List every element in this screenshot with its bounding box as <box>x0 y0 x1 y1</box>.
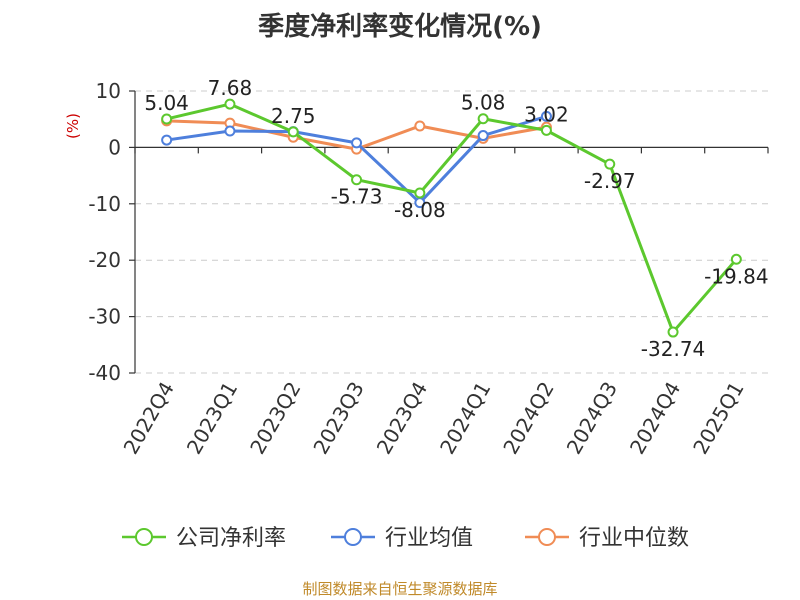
x-tick-label: 2022Q4 <box>119 378 179 459</box>
x-tick-label: 2024Q2 <box>498 378 558 459</box>
series-line-1 <box>166 102 738 334</box>
legend-marker-2 <box>344 528 362 546</box>
series-point-3 <box>414 120 426 132</box>
legend-label-2: 行业均值 <box>385 526 473 551</box>
series-point-1 <box>287 126 299 138</box>
series-point-2 <box>161 134 173 146</box>
x-tick-label: 2023Q3 <box>308 378 368 459</box>
series-point-1 <box>667 326 679 338</box>
y-tick-label: 0 <box>108 135 121 159</box>
y-tick-label: -20 <box>88 248 121 272</box>
series-point-2 <box>351 137 363 149</box>
data-label: -19.84 <box>704 264 768 288</box>
legend-label-3: 行业中位数 <box>579 526 689 551</box>
x-tick-label: 2023Q2 <box>245 378 305 459</box>
source-note: 制图数据来自恒生聚源数据库 <box>302 580 498 598</box>
series-point-1 <box>604 158 616 170</box>
x-tick-label: 2024Q4 <box>625 378 685 459</box>
legend-marker-1 <box>135 528 153 546</box>
data-label: -5.73 <box>331 185 383 209</box>
series-point-1 <box>414 187 426 199</box>
series-point-1 <box>540 124 552 136</box>
legend-label-1: 公司净利率 <box>176 526 286 551</box>
y-tick-label: -40 <box>88 361 121 385</box>
y-axis-label: (%) <box>64 113 82 139</box>
series-point-1 <box>477 113 489 125</box>
series-point-2 <box>540 110 552 122</box>
series-point-1 <box>161 113 173 125</box>
x-tick-label: 2023Q4 <box>372 378 432 459</box>
series-point-1 <box>224 98 236 110</box>
data-label: 3.02 <box>524 102 569 126</box>
data-label: 2.75 <box>271 104 316 128</box>
x-tick-label: 2024Q1 <box>435 378 495 459</box>
chart-title: 季度净利率变化情况(%) <box>258 12 542 42</box>
x-tick-label: 2023Q1 <box>182 378 242 459</box>
series-point-1 <box>730 253 742 265</box>
data-label: -2.97 <box>584 169 636 193</box>
data-label: 7.68 <box>208 76 253 100</box>
series-point-2 <box>477 130 489 142</box>
data-label: 5.08 <box>461 91 506 115</box>
data-label: -32.74 <box>641 337 705 361</box>
series-point-1 <box>351 174 363 186</box>
series-point-2 <box>224 125 236 137</box>
legend-marker-3 <box>538 528 556 546</box>
y-tick-label: 10 <box>96 79 121 103</box>
x-tick-label: 2024Q3 <box>562 378 622 459</box>
data-label: -8.08 <box>394 198 446 222</box>
y-tick-label: -10 <box>88 192 121 216</box>
y-tick-label: -30 <box>88 305 121 329</box>
x-tick-label: 2025Q1 <box>688 378 748 459</box>
data-label: 5.04 <box>144 91 189 115</box>
